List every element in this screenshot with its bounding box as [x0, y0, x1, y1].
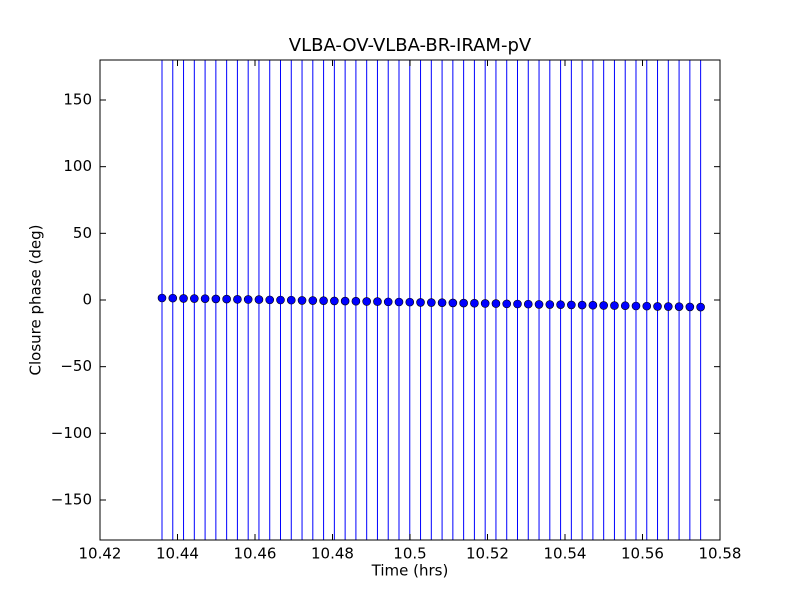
y-axis-label: Closure phase (deg)	[27, 225, 45, 376]
data-point	[383, 297, 393, 307]
chart-title: VLBA-OV-VLBA-BR-IRAM-pV	[289, 35, 532, 56]
data-point	[491, 299, 501, 308]
x-tick-label: 10.44	[156, 545, 199, 563]
data-point	[502, 299, 512, 309]
data-point	[653, 302, 662, 311]
data-point	[664, 302, 673, 311]
data-point	[448, 298, 458, 308]
data-point	[437, 298, 447, 307]
data-point	[620, 301, 630, 311]
data-point	[233, 295, 242, 304]
data-point	[286, 295, 296, 305]
data-point	[362, 297, 371, 306]
data-point	[427, 298, 436, 307]
data-point	[577, 300, 587, 310]
data-point	[243, 295, 253, 304]
data-point	[222, 294, 231, 304]
data-point	[685, 302, 695, 312]
x-tick-label: 10.46	[234, 545, 277, 563]
x-tick-label: 10.54	[544, 545, 587, 563]
data-point	[330, 296, 339, 306]
data-point	[523, 299, 533, 309]
data-point	[265, 295, 275, 305]
data-point	[696, 302, 705, 312]
data-point	[405, 297, 415, 307]
data-point	[168, 293, 178, 303]
x-axis-label: Time (hrs)	[371, 562, 449, 580]
data-point	[556, 300, 565, 309]
x-tick-label: 10.48	[311, 545, 354, 563]
data-point	[534, 300, 544, 309]
data-point	[179, 294, 188, 303]
data-point	[599, 301, 608, 310]
y-tick-label: 50	[73, 224, 92, 242]
data-point	[254, 295, 264, 304]
data-point	[190, 294, 199, 303]
y-tick-label: 150	[63, 91, 92, 109]
y-tick-label: −50	[60, 357, 92, 375]
data-point	[394, 297, 404, 307]
x-tick-label: 10.42	[79, 545, 122, 563]
data-point	[416, 298, 425, 307]
data-point	[674, 302, 684, 311]
data-point	[470, 298, 479, 308]
data-point	[297, 296, 307, 305]
data-point	[351, 296, 361, 306]
data-point	[642, 301, 652, 311]
data-point	[276, 295, 285, 305]
data-point	[157, 293, 167, 303]
data-point	[340, 296, 350, 306]
x-tick-label: 10.56	[621, 545, 664, 563]
x-tick-label: 10.5	[393, 545, 426, 563]
y-tick-label: 0	[82, 291, 92, 309]
data-point	[588, 300, 598, 310]
data-point	[480, 299, 490, 308]
data-point	[308, 296, 318, 305]
data-point	[459, 298, 468, 308]
y-tick-label: −150	[51, 491, 92, 509]
plot-area	[157, 60, 705, 540]
data-point	[545, 300, 555, 309]
data-point	[373, 297, 382, 306]
y-tick-label: −100	[51, 424, 92, 442]
data-point	[513, 299, 522, 309]
data-point	[200, 294, 210, 303]
data-point	[567, 300, 576, 310]
x-tick-label: 10.52	[466, 545, 509, 563]
data-point	[610, 301, 619, 310]
data-point	[319, 296, 328, 305]
x-tick-label: 10.58	[699, 545, 742, 563]
data-point	[631, 301, 641, 311]
y-tick-label: 100	[63, 157, 92, 175]
data-point	[211, 294, 221, 304]
